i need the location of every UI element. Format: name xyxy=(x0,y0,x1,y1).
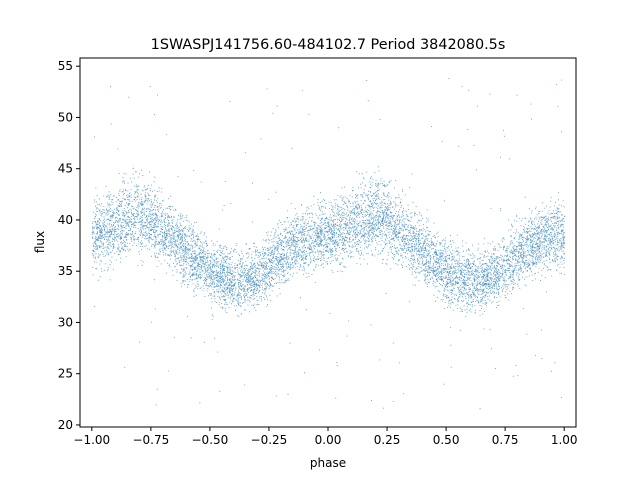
x-tick-label: 0.00 xyxy=(315,433,342,447)
y-tick-label: 30 xyxy=(58,315,73,329)
y-tick-label: 20 xyxy=(58,418,73,432)
y-tick-label: 50 xyxy=(58,110,73,124)
chart-title: 1SWASPJ141756.60-484102.7 Period 3842080… xyxy=(151,37,506,53)
y-axis: 20 25 30 35 40 45 50 55 xyxy=(58,59,80,432)
y-tick-label: 45 xyxy=(58,162,73,176)
x-axis-label: phase xyxy=(310,456,346,470)
x-tick-label: 0.50 xyxy=(433,433,460,447)
x-tick-label: 0.25 xyxy=(374,433,401,447)
x-tick-label: −0.25 xyxy=(251,433,288,447)
y-axis-label: flux xyxy=(33,231,47,253)
y-tick-label: 25 xyxy=(58,367,73,381)
data-points xyxy=(91,78,566,410)
x-tick-label: 1.00 xyxy=(551,433,578,447)
y-tick-label: 40 xyxy=(58,213,73,227)
x-axis: −1.00 −0.75 −0.50 −0.25 0.00 0.25 0.50 0.75 1.00 xyxy=(73,427,578,447)
scatter-points xyxy=(91,78,566,410)
x-tick-label: −0.75 xyxy=(132,433,169,447)
y-tick-label: 55 xyxy=(58,59,73,73)
x-tick-label: −1.00 xyxy=(73,433,110,447)
y-tick-label: 35 xyxy=(58,264,73,278)
x-tick-label: −0.50 xyxy=(192,433,229,447)
x-tick-label: 0.75 xyxy=(492,433,519,447)
